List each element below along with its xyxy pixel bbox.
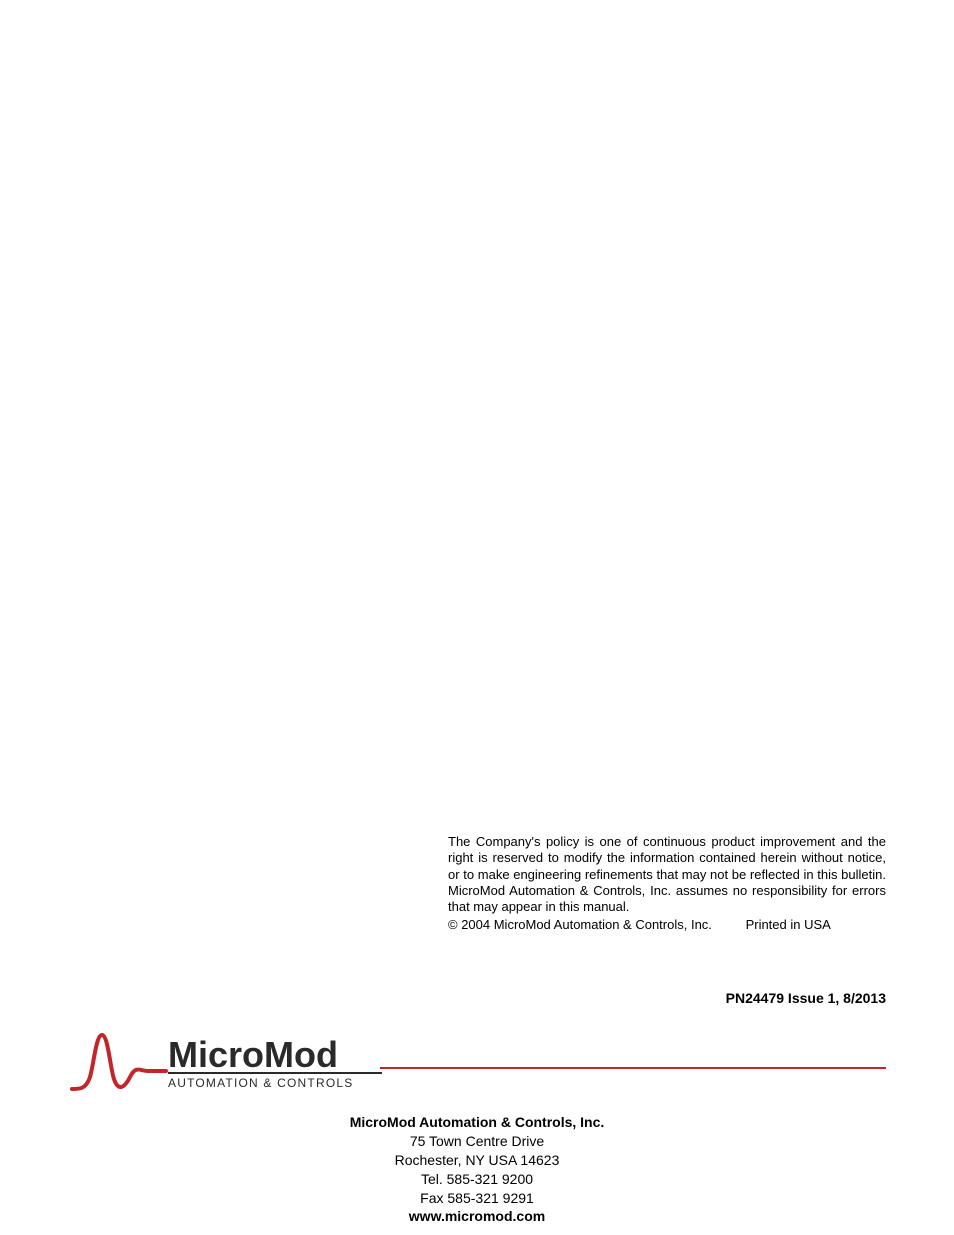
horizontal-rule [380, 1067, 886, 1069]
part-number: PN24479 Issue 1, 8/2013 [726, 990, 886, 1006]
document-page: The Company's policy is one of continuou… [0, 0, 954, 1235]
copyright-line: © 2004 MicroMod Automation & Controls, I… [448, 917, 886, 933]
address-fax: Fax 585-321 9291 [0, 1189, 954, 1208]
disclaimer-text: The Company's policy is one of continuou… [448, 834, 886, 915]
logo-tagline: AUTOMATION & CONTROLS [168, 1076, 353, 1090]
company-name: MicroMod Automation & Controls, Inc. [0, 1113, 954, 1132]
disclaimer-block: The Company's policy is one of continuou… [448, 834, 886, 934]
copyright-text: © 2004 MicroMod Automation & Controls, I… [448, 917, 712, 932]
company-logo: MicroMod AUTOMATION & CONTROLS [68, 1027, 388, 1102]
address-block: MicroMod Automation & Controls, Inc. 75 … [0, 1113, 954, 1226]
printed-text: Printed in USA [746, 917, 831, 933]
logo-wordmark: MicroMod [168, 1034, 338, 1075]
logo-block: MicroMod AUTOMATION & CONTROLS [68, 1027, 886, 1102]
address-city: Rochester, NY USA 14623 [0, 1151, 954, 1170]
logo-svg: MicroMod AUTOMATION & CONTROLS [68, 1027, 388, 1097]
address-web: www.micromod.com [0, 1207, 954, 1226]
address-street: 75 Town Centre Drive [0, 1132, 954, 1151]
address-tel: Tel. 585-321 9200 [0, 1170, 954, 1189]
logo-wave-icon [72, 1035, 166, 1089]
